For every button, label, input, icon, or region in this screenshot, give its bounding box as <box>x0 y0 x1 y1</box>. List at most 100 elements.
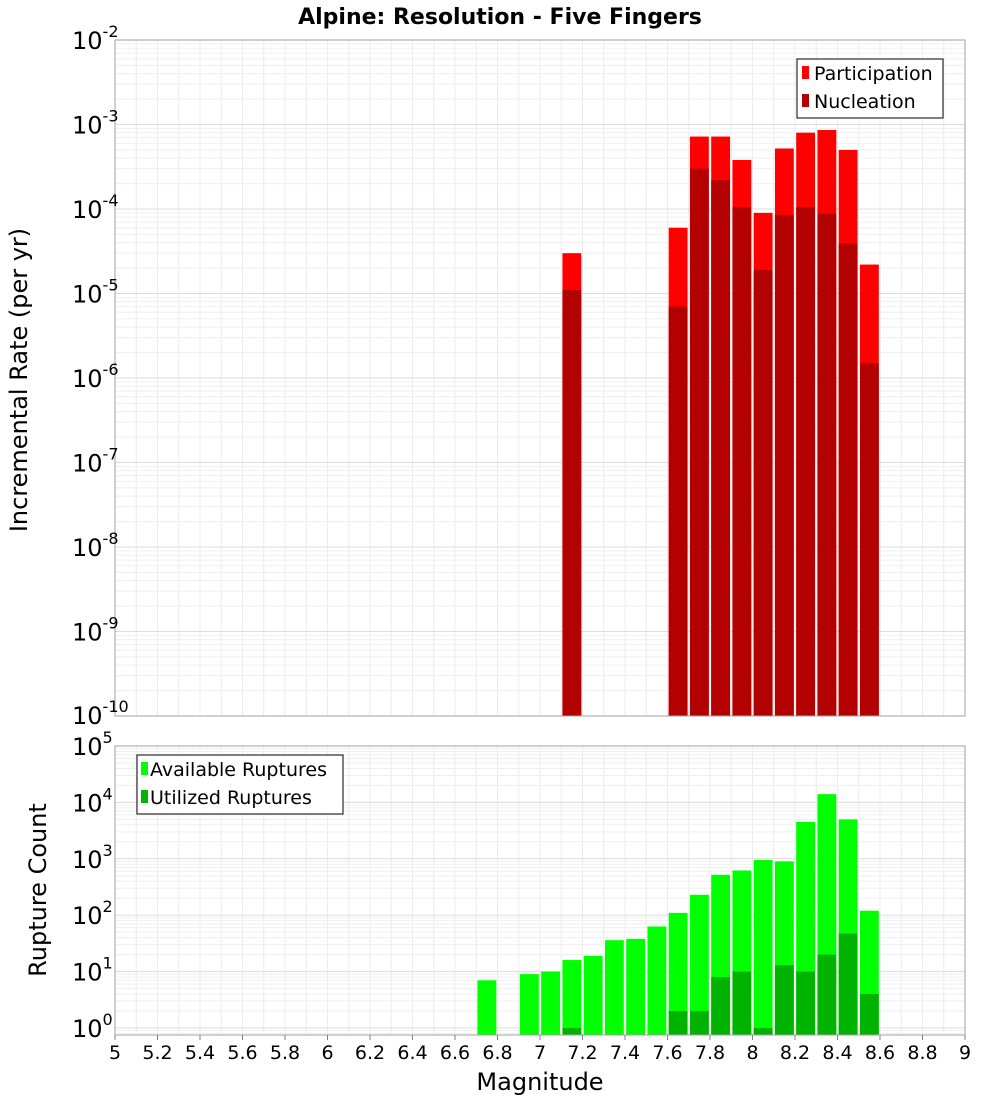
x-tick-label: 5.8 <box>270 1042 300 1064</box>
count-bar-utilized-ruptures <box>562 1027 582 1035</box>
rate-y-tick-exponent: -8 <box>103 529 119 548</box>
nucleation-swatch <box>802 94 809 107</box>
rate-bar-nucleation <box>838 243 858 716</box>
rate-y-tick-label: 10-9 <box>72 614 119 647</box>
rate-y-tick-exponent: -4 <box>103 191 119 210</box>
count-bar-utilized-ruptures <box>817 954 837 1035</box>
x-tick-label: 7.6 <box>652 1042 682 1064</box>
x-tick-label: 6.8 <box>482 1042 512 1064</box>
available-legend-label: Available Ruptures <box>150 759 327 781</box>
x-tick-label: 8 <box>746 1042 758 1064</box>
rate-legend: Participation Nucleation <box>796 58 944 119</box>
utilized-legend-label: Utilized Ruptures <box>150 787 312 809</box>
count-y-tick-exponent: 2 <box>103 897 113 916</box>
rate-bar-nucleation <box>689 168 709 717</box>
rate-y-tick-exponent: -6 <box>103 360 119 379</box>
x-tick-label: 8.2 <box>780 1042 810 1064</box>
x-axis-label: Magnitude <box>476 1068 603 1096</box>
rate-y-tick-label: 10-4 <box>72 191 119 224</box>
count-legend-box <box>136 754 344 815</box>
rate-y-tick-label: 10-3 <box>72 107 119 140</box>
x-tick-label: 9 <box>959 1042 971 1064</box>
count-bar-available-ruptures <box>519 974 539 1035</box>
x-tick-label: 5.2 <box>142 1042 172 1064</box>
x-tick-label: 5 <box>109 1042 121 1064</box>
rate-bar-nucleation <box>753 269 773 716</box>
utilized-swatch <box>141 790 148 803</box>
x-tick-label: 5.4 <box>185 1042 215 1064</box>
count-bar-available-ruptures <box>562 960 582 1035</box>
participation-legend-label: Participation <box>814 63 933 85</box>
rate-y-tick-exponent: -3 <box>103 107 119 126</box>
x-tick-label: 8.4 <box>822 1042 852 1064</box>
rate-y-axis-label: Incremental Rate (per yr) <box>5 228 33 532</box>
x-tick-label: 6.4 <box>397 1042 427 1064</box>
rate-y-tick-exponent: -10 <box>103 697 129 716</box>
rate-bar-nucleation <box>774 214 794 716</box>
count-y-axis-label: Rupture Count <box>24 803 52 977</box>
x-tick-label: 7.8 <box>695 1042 725 1064</box>
rate-y-tick-label: 10-5 <box>72 276 119 309</box>
x-tick-label: 7.4 <box>610 1042 640 1064</box>
count-bar-available-ruptures <box>689 894 709 1035</box>
rate-panel: 10-2 10-3 10-4 10-5 10-6 10-7 10-8 10-9 10-10 In… <box>5 22 966 730</box>
x-tick-label: 5.6 <box>227 1042 257 1064</box>
x-tick-label: 6.6 <box>440 1042 470 1064</box>
rate-y-tick-exponent: -9 <box>103 614 119 633</box>
x-tick-label: 8.8 <box>907 1042 937 1064</box>
rate-y-ticks: 10-2 10-3 10-4 10-5 10-6 10-7 10-8 10-9 10-10 <box>72 22 129 730</box>
count-bar-utilized-ruptures <box>753 1027 773 1035</box>
chart-title: Alpine: Resolution - Five Fingers <box>298 5 702 30</box>
x-tick-label: 6 <box>321 1042 333 1064</box>
rate-y-tick-label: 10-2 <box>72 22 119 55</box>
nucleation-legend-label: Nucleation <box>814 91 916 113</box>
rate-bar-nucleation <box>732 207 752 716</box>
count-bar-available-ruptures <box>668 912 688 1035</box>
count-bar-utilized-ruptures <box>711 977 731 1035</box>
rate-y-tick-exponent: -7 <box>103 445 119 464</box>
rate-legend-box <box>796 58 944 119</box>
count-bar-available-ruptures <box>541 971 561 1035</box>
x-tick-label: 7 <box>534 1042 546 1064</box>
x-axis-ticks: 5 5.2 5.4 5.6 5.8 6 6.2 6.4 6.6 6.8 7 7.2 7.4 7.6 7.8 8… <box>109 1035 971 1064</box>
count-bar-available-ruptures <box>604 940 624 1035</box>
count-y-tick-exponent: 5 <box>103 728 113 747</box>
count-y-tick-label: 104 <box>72 784 113 817</box>
rate-grid <box>114 39 966 717</box>
count-bar-utilized-ruptures <box>838 933 858 1035</box>
rate-bar-nucleation <box>796 207 816 716</box>
x-tick-label: 8.6 <box>865 1042 895 1064</box>
rate-bar-nucleation <box>562 290 582 716</box>
count-y-tick-label: 101 <box>72 954 113 987</box>
count-bar-utilized-ruptures <box>859 994 879 1035</box>
rate-y-tick-label: 10-8 <box>72 529 119 562</box>
count-bar-utilized-ruptures <box>689 1010 709 1035</box>
count-bar-utilized-ruptures <box>796 971 816 1035</box>
count-bar-available-ruptures <box>647 926 667 1035</box>
count-y-tick-exponent: 4 <box>103 784 113 803</box>
participation-swatch <box>802 66 809 79</box>
count-bar-available-ruptures <box>583 955 603 1035</box>
count-y-tick-exponent: 3 <box>103 841 113 860</box>
count-bar-utilized-ruptures <box>774 965 794 1035</box>
count-bar-utilized-ruptures <box>668 1010 688 1035</box>
rate-plot-border <box>114 39 966 717</box>
count-y-tick-exponent: 0 <box>103 1010 113 1029</box>
count-y-tick-label: 105 <box>72 728 113 761</box>
rate-y-tick-label: 10-6 <box>72 360 119 393</box>
count-legend: Available Ruptures Utilized Ruptures <box>136 754 344 815</box>
count-bar-available-ruptures <box>477 980 497 1035</box>
count-bars <box>477 794 879 1035</box>
count-bar-utilized-ruptures <box>732 971 752 1035</box>
rate-bar-nucleation <box>668 306 688 716</box>
x-tick-label: 7.2 <box>567 1042 597 1064</box>
count-y-tick-label: 103 <box>72 841 113 874</box>
count-y-tick-label: 100 <box>72 1010 113 1043</box>
rate-y-tick-label: 10-10 <box>72 697 129 730</box>
rate-bar-nucleation <box>711 180 731 716</box>
count-y-tick-exponent: 1 <box>103 954 113 973</box>
